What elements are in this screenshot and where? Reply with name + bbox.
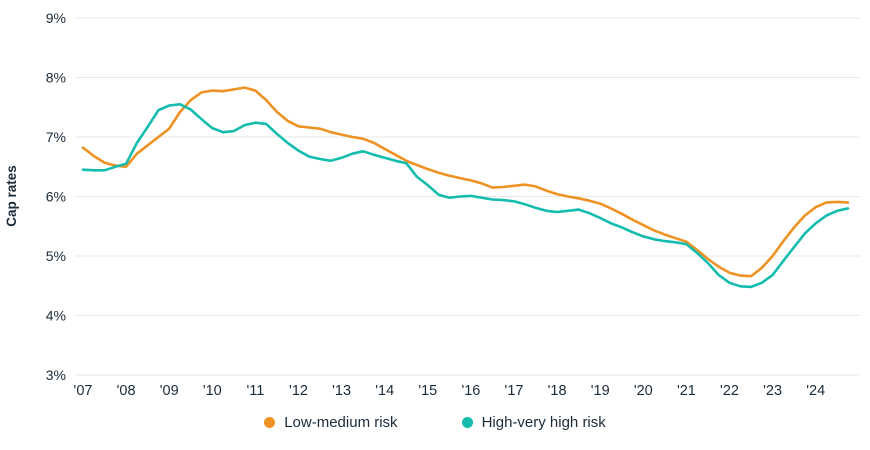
x-tick-label: '14 xyxy=(375,383,394,399)
y-tick-label: 8% xyxy=(46,70,66,86)
y-tick-label: 7% xyxy=(46,129,66,145)
x-tick-label: '13 xyxy=(332,383,351,399)
x-tick-label: '12 xyxy=(289,383,308,399)
x-tick-label: '15 xyxy=(418,383,437,399)
x-tick-label: '20 xyxy=(634,383,653,399)
legend-label-low-medium: Low-medium risk xyxy=(284,414,398,431)
x-tick-label: '17 xyxy=(505,383,524,399)
y-tick-label: 3% xyxy=(46,367,66,383)
x-tick-label: '23 xyxy=(763,383,782,399)
y-tick-label: 6% xyxy=(46,189,66,205)
y-tick-label: 9% xyxy=(46,10,66,26)
series-line-high-very-high-risk xyxy=(81,103,850,289)
y-tick-label: 5% xyxy=(46,248,66,264)
x-tick-label: '19 xyxy=(591,383,610,399)
x-tick-label: '07 xyxy=(74,383,93,399)
x-tick-label: '24 xyxy=(806,383,825,399)
legend-label-high-very-high: High-very high risk xyxy=(481,414,606,431)
y-axis-title: Cap rates xyxy=(4,165,19,227)
x-tick-label: '09 xyxy=(160,383,179,399)
x-tick-label: '22 xyxy=(720,383,739,399)
x-tick-label: '11 xyxy=(246,383,264,399)
x-tick-label: '10 xyxy=(203,383,222,399)
legend-dot-low-medium-icon xyxy=(264,417,276,428)
series-line-low-medium-risk xyxy=(81,86,850,278)
legend-item-low-medium-risk: Low-medium risk xyxy=(264,414,398,431)
x-tick-label: '18 xyxy=(548,383,567,399)
x-tick-label: '16 xyxy=(461,383,480,399)
x-tick-label: '08 xyxy=(117,383,136,399)
legend-dot-high-very-high-icon xyxy=(461,417,473,428)
legend: Low-medium risk High-very high risk xyxy=(0,414,870,431)
legend-item-high-very-high-risk: High-very high risk xyxy=(461,414,606,431)
x-tick-label: '21 xyxy=(677,383,696,399)
y-tick-label: 4% xyxy=(46,308,66,324)
